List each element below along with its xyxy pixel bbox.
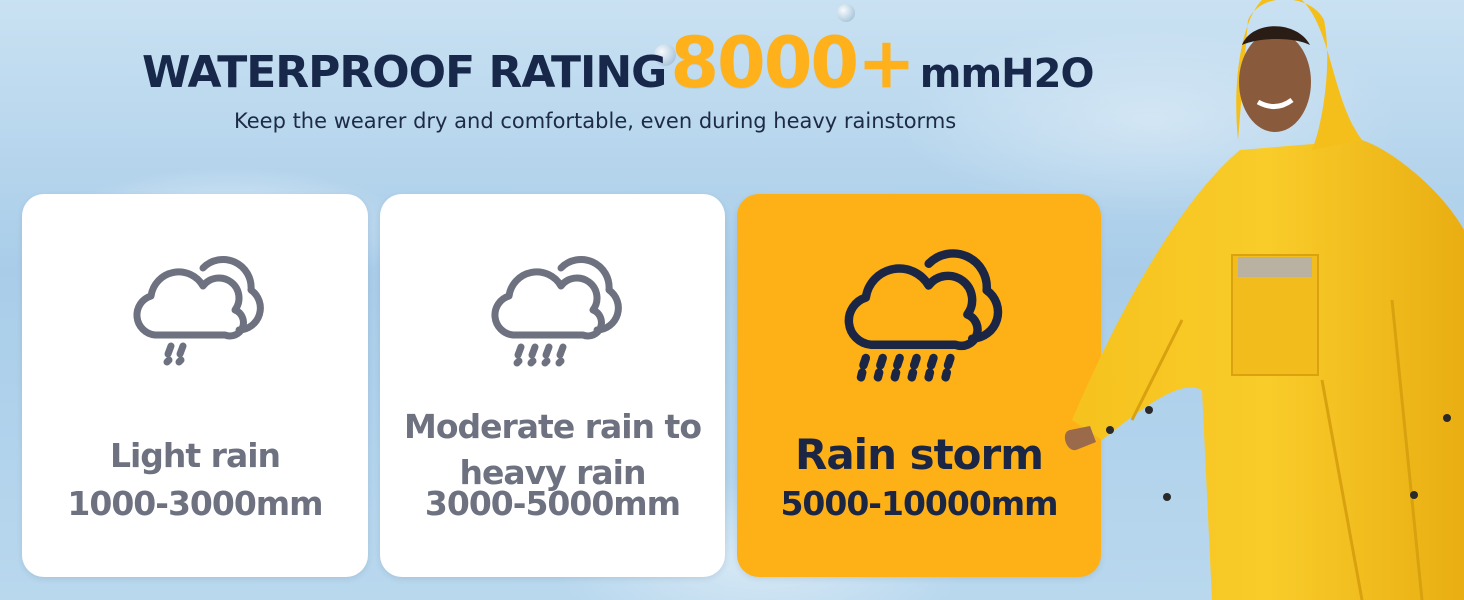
page-title: WATERPROOF RATING 8000+ mmH2O <box>142 22 1095 114</box>
card-label: Moderate rain to heavy rain <box>404 407 702 492</box>
card-moderate-rain: Moderate rain to heavy rain 3000-5000mm <box>380 194 725 577</box>
title-main: WATERPROOF RATING <box>142 47 667 98</box>
card-label: Light rain <box>109 436 281 475</box>
cloud-light-rain-icon <box>133 255 264 366</box>
card-label: Rain storm <box>794 430 1044 479</box>
card-range: 5000-10000mm <box>780 484 1058 523</box>
model-in-poncho-image <box>1064 0 1464 600</box>
subtitle: Keep the wearer dry and comfortable, eve… <box>234 109 957 133</box>
title-number: 8000+ <box>670 22 915 104</box>
water-droplet <box>837 4 855 22</box>
water-droplet <box>654 44 676 66</box>
card-rain-storm: Rain storm 5000-10000mm <box>737 194 1101 577</box>
card-range: 3000-5000mm <box>424 484 681 523</box>
cloud-moderate-rain-icon <box>490 255 622 367</box>
card-light-rain: Light rain 1000-3000mm <box>22 194 368 577</box>
title-unit: mmH2O <box>919 51 1095 97</box>
card-range: 1000-3000mm <box>67 484 323 523</box>
cloud-storm-rain-icon <box>844 249 1003 382</box>
